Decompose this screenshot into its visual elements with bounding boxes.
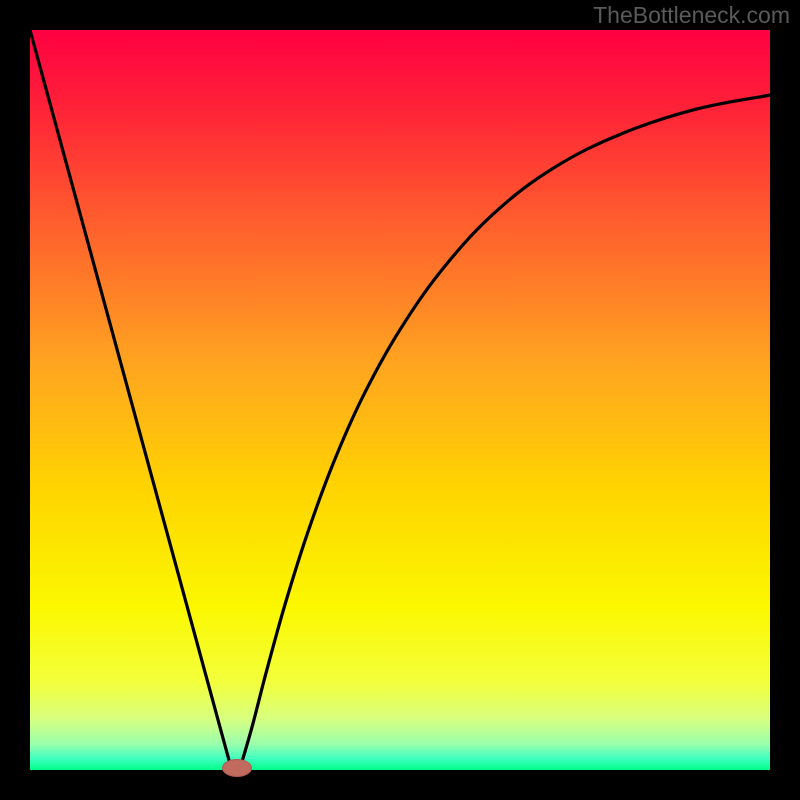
bottleneck-marker [222, 759, 252, 777]
curve-right-branch [240, 95, 770, 768]
chart-root: TheBottleneck.com [0, 0, 800, 800]
bottleneck-curve [30, 30, 770, 770]
source-watermark: TheBottleneck.com [593, 2, 790, 29]
plot-area [30, 30, 770, 770]
curve-left-branch [30, 30, 231, 769]
